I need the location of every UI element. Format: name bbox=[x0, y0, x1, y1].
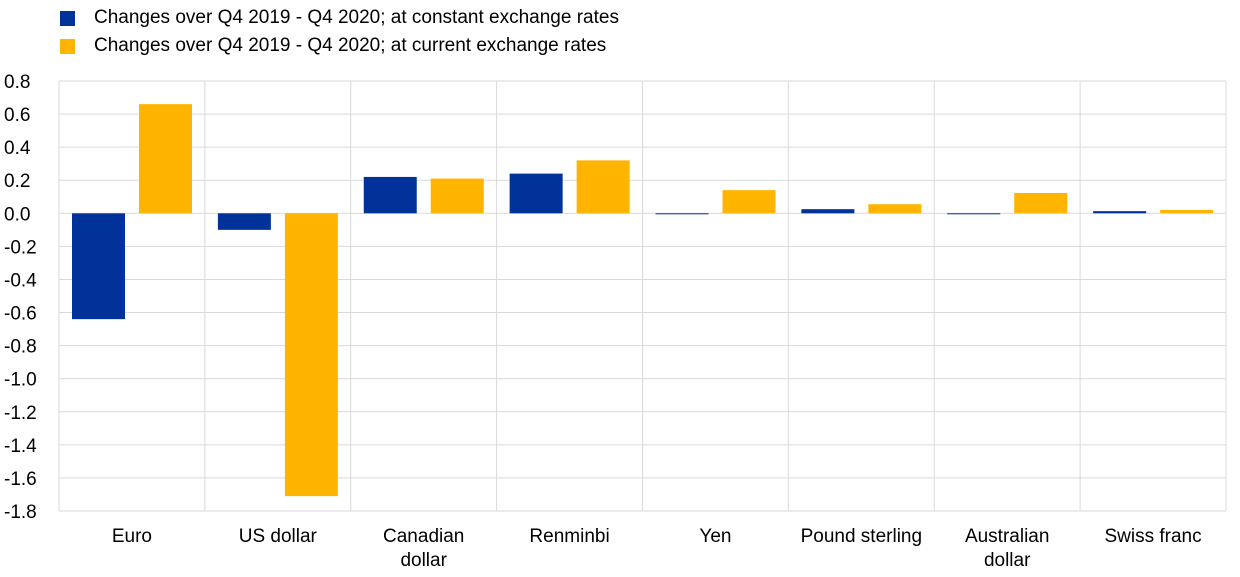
bar-constant bbox=[217, 213, 271, 230]
bar-constant bbox=[1093, 211, 1147, 214]
y-tick-label: 0.2 bbox=[4, 171, 30, 192]
legend-item-current: Changes over Q4 2019 - Q4 2020; at curre… bbox=[60, 32, 619, 60]
legend: Changes over Q4 2019 - Q4 2020; at const… bbox=[60, 4, 619, 60]
y-tick-label: -0.2 bbox=[4, 237, 37, 258]
bar-constant bbox=[363, 176, 417, 214]
bar-constant bbox=[801, 209, 855, 214]
legend-swatch-current bbox=[60, 38, 75, 54]
y-tick-label: -1.0 bbox=[4, 370, 37, 391]
y-tick-label: -0.6 bbox=[4, 304, 37, 325]
x-tick-label: Canadian bbox=[383, 526, 464, 547]
x-tick-label: Euro bbox=[112, 526, 152, 547]
legend-item-constant: Changes over Q4 2019 - Q4 2020; at const… bbox=[60, 4, 619, 32]
y-tick-label: -0.4 bbox=[4, 270, 37, 291]
y-tick-label: 0.0 bbox=[4, 204, 30, 225]
bar-current bbox=[139, 104, 192, 214]
bar-current bbox=[1160, 210, 1214, 214]
bar-constant bbox=[655, 213, 709, 215]
y-tick-label: 0.8 bbox=[4, 72, 30, 93]
bar-constant bbox=[947, 213, 1001, 215]
x-tick-label: dollar bbox=[984, 550, 1031, 571]
legend-label-constant: Changes over Q4 2019 - Q4 2020; at const… bbox=[94, 7, 619, 28]
y-tick-label: -0.8 bbox=[4, 337, 37, 358]
y-tick-label: -1.4 bbox=[4, 436, 37, 457]
bar-current bbox=[430, 178, 484, 214]
x-tick-label: Pound sterling bbox=[801, 526, 922, 547]
y-tick-label: -1.6 bbox=[4, 469, 37, 490]
y-tick-label: -1.2 bbox=[4, 403, 37, 424]
bar-constant bbox=[72, 213, 125, 320]
bar-current bbox=[1014, 192, 1068, 214]
bar-constant bbox=[509, 173, 563, 214]
x-tick-label: Renminbi bbox=[529, 526, 609, 547]
bar-current bbox=[284, 213, 338, 497]
y-tick-label: 0.4 bbox=[4, 138, 31, 159]
y-tick-label: -1.8 bbox=[4, 502, 37, 523]
x-tick-label: US dollar bbox=[239, 526, 318, 547]
x-tick-label: Swiss franc bbox=[1104, 526, 1201, 547]
legend-swatch-constant bbox=[60, 10, 75, 26]
bar-current bbox=[722, 190, 776, 214]
x-tick-label: Yen bbox=[699, 526, 731, 547]
x-tick-label: Australian bbox=[965, 526, 1050, 547]
x-tick-label: dollar bbox=[400, 550, 447, 571]
legend-label-current: Changes over Q4 2019 - Q4 2020; at curre… bbox=[94, 35, 607, 56]
y-tick-label: 0.6 bbox=[4, 105, 30, 126]
bar-current bbox=[868, 204, 922, 214]
bar-current bbox=[576, 160, 630, 214]
